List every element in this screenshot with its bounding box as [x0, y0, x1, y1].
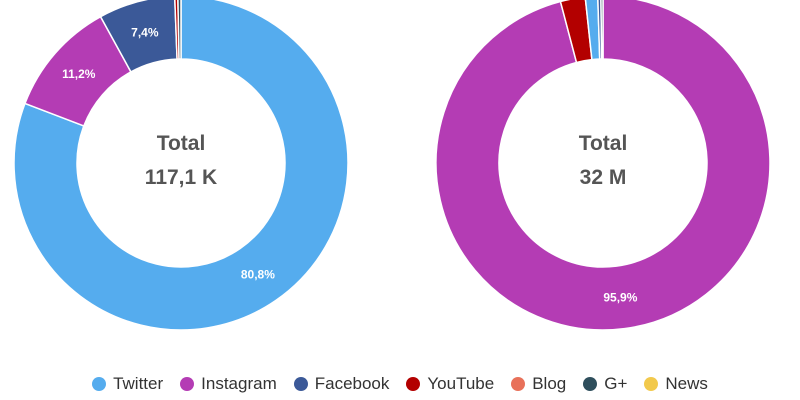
slice-twitter[interactable] — [13, 0, 349, 331]
center-total-value: 117,1 K — [145, 166, 217, 189]
legend-label: News — [665, 374, 708, 393]
legend-item-youtube[interactable]: YouTube — [406, 374, 494, 394]
legend-dot-icon — [583, 377, 598, 391]
slice-g-[interactable] — [600, 0, 604, 60]
legend-dot-icon — [293, 377, 308, 391]
legend-dot-icon — [511, 377, 526, 391]
legend-label: YouTube — [427, 374, 495, 393]
legend-item-blog[interactable]: Blog — [511, 374, 566, 394]
slice-value-label: 95,9% — [603, 290, 637, 304]
legend-label: Twitter — [113, 374, 164, 393]
slice-facebook[interactable] — [99, 0, 178, 73]
slice-g-[interactable] — [177, 0, 182, 60]
slice-value-label: 80,8% — [241, 268, 275, 282]
center-total-label: Total — [157, 132, 206, 155]
legend-dot-icon — [406, 377, 421, 391]
legend-label: Facebook — [314, 374, 390, 393]
legend-item-instagram[interactable]: Instagram — [180, 374, 277, 394]
legend-item-news[interactable]: News — [644, 374, 708, 394]
legend-dot-icon — [92, 377, 107, 391]
slice-instagram[interactable] — [435, 0, 771, 331]
slice-value-label: 7,4% — [131, 25, 159, 39]
legend-item-twitter[interactable]: Twitter — [92, 374, 163, 394]
legend-label: G+ — [604, 374, 628, 393]
donut-chart-2: 95,9% Total 32 M — [435, 0, 771, 331]
legend-label: Instagram — [201, 374, 277, 393]
legend-item-facebook[interactable]: Facebook — [293, 374, 390, 394]
legend-dot-icon — [644, 377, 659, 391]
center-total-value: 32 M — [580, 166, 627, 189]
legend-item-g-[interactable]: G+ — [583, 374, 627, 394]
center-total-label: Total — [579, 132, 628, 155]
legend: Twitter Instagram Facebook YouTube Blog G+ New… — [0, 368, 800, 400]
legend-dot-icon — [180, 377, 195, 391]
slice-value-label: 11,2% — [62, 67, 96, 81]
legend-label: Blog — [532, 374, 567, 393]
donut-chart-1: 80,8% 11,2% 7,4% Total 117,1 K — [13, 0, 349, 331]
